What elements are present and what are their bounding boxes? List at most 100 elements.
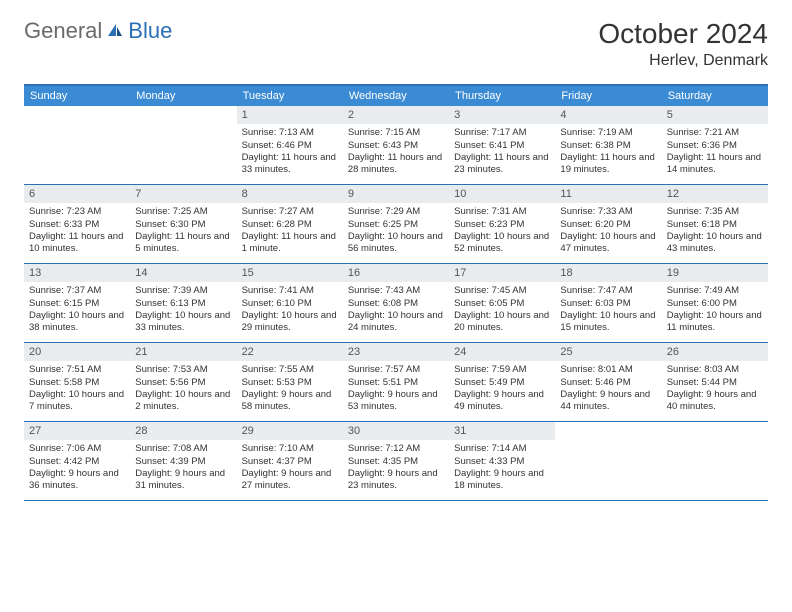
day-number: 27 bbox=[24, 422, 130, 440]
day-number: 16 bbox=[343, 264, 449, 282]
sunset-line: Sunset: 4:42 PM bbox=[29, 456, 125, 468]
sunrise-line: Sunrise: 7:12 AM bbox=[348, 443, 444, 455]
sunrise-line: Sunrise: 7:27 AM bbox=[242, 206, 338, 218]
daylight-line: Daylight: 9 hours and 27 minutes. bbox=[242, 468, 338, 493]
day-number: 20 bbox=[24, 343, 130, 361]
day-details: Sunrise: 7:47 AMSunset: 6:03 PMDaylight:… bbox=[560, 285, 656, 334]
day-details: Sunrise: 7:15 AMSunset: 6:43 PMDaylight:… bbox=[348, 127, 444, 176]
sunset-line: Sunset: 4:33 PM bbox=[454, 456, 550, 468]
sunrise-line: Sunrise: 7:33 AM bbox=[560, 206, 656, 218]
calendar-empty-cell bbox=[662, 422, 768, 500]
calendar-week-row: 27Sunrise: 7:06 AMSunset: 4:42 PMDayligh… bbox=[24, 422, 768, 501]
day-details: Sunrise: 7:31 AMSunset: 6:23 PMDaylight:… bbox=[454, 206, 550, 255]
calendar-day-cell: 17Sunrise: 7:45 AMSunset: 6:05 PMDayligh… bbox=[449, 264, 555, 342]
daylight-line: Daylight: 11 hours and 33 minutes. bbox=[242, 152, 338, 177]
day-number: 29 bbox=[237, 422, 343, 440]
day-details: Sunrise: 7:14 AMSunset: 4:33 PMDaylight:… bbox=[454, 443, 550, 492]
calendar-day-cell: 31Sunrise: 7:14 AMSunset: 4:33 PMDayligh… bbox=[449, 422, 555, 500]
day-number: 1 bbox=[237, 106, 343, 124]
calendar-day-cell: 29 Sunrise: 7:10 AMSunset: 4:37 PMDayligh… bbox=[237, 422, 343, 500]
daylight-line: Daylight: 9 hours and 18 minutes. bbox=[454, 468, 550, 493]
sunset-line: Sunset: 6:30 PM bbox=[135, 219, 231, 231]
sunrise-line: Sunrise: 7:10 AM bbox=[242, 443, 338, 455]
calendar-day-cell: 24 Sunrise: 7:59 AMSunset: 5:49 PMDayligh… bbox=[449, 343, 555, 421]
day-details: Sunrise: 7:51 AMSunset: 5:58 PMDaylight:… bbox=[29, 364, 125, 413]
daylight-line: Daylight: 11 hours and 19 minutes. bbox=[560, 152, 656, 177]
calendar-day-cell: 18 Sunrise: 7:47 AMSunset: 6:03 PMDayligh… bbox=[555, 264, 661, 342]
calendar-day-cell: 7Sunrise: 7:25 AMSunset: 6:30 PMDaylight… bbox=[130, 185, 236, 263]
day-number: 18 bbox=[555, 264, 661, 282]
day-number: 9 bbox=[343, 185, 449, 203]
day-details: Sunrise: 7:19 AMSunset: 6:38 PMDaylight:… bbox=[560, 127, 656, 176]
calendar-day-cell: 1Sunrise: 7:13 AMSunset: 6:46 PMDaylight… bbox=[237, 106, 343, 184]
sunset-line: Sunset: 6:28 PM bbox=[242, 219, 338, 231]
sunset-line: Sunset: 5:53 PM bbox=[242, 377, 338, 389]
logo-text-general: General bbox=[24, 18, 102, 44]
sunrise-line: Sunrise: 7:55 AM bbox=[242, 364, 338, 376]
day-number: 15 bbox=[237, 264, 343, 282]
calendar-day-cell: 16 Sunrise: 7:43 AMSunset: 6:08 PMDayligh… bbox=[343, 264, 449, 342]
day-number: 6 bbox=[24, 185, 130, 203]
sunrise-line: Sunrise: 7:47 AM bbox=[560, 285, 656, 297]
calendar-day-cell: 27 Sunrise: 7:06 AMSunset: 4:42 PMDayligh… bbox=[24, 422, 130, 500]
sunrise-line: Sunrise: 7:31 AM bbox=[454, 206, 550, 218]
title-block: October 2024 Herlev, Denmark bbox=[598, 18, 768, 70]
daylight-line: Daylight: 11 hours and 14 minutes. bbox=[667, 152, 763, 177]
day-details: Sunrise: 7:27 AMSunset: 6:28 PMDaylight:… bbox=[242, 206, 338, 255]
day-details: Sunrise: 7:12 AMSunset: 4:35 PMDaylight:… bbox=[348, 443, 444, 492]
day-details: Sunrise: 7:35 AMSunset: 6:18 PMDaylight:… bbox=[667, 206, 763, 255]
sunrise-line: Sunrise: 7:06 AM bbox=[29, 443, 125, 455]
daylight-line: Daylight: 11 hours and 10 minutes. bbox=[29, 231, 125, 256]
sunset-line: Sunset: 5:44 PM bbox=[667, 377, 763, 389]
daylight-line: Daylight: 9 hours and 31 minutes. bbox=[135, 468, 231, 493]
daylight-line: Daylight: 9 hours and 58 minutes. bbox=[242, 389, 338, 414]
sunset-line: Sunset: 4:37 PM bbox=[242, 456, 338, 468]
day-number: 2 bbox=[343, 106, 449, 124]
sunset-line: Sunset: 6:00 PM bbox=[667, 298, 763, 310]
day-number: 22 bbox=[237, 343, 343, 361]
calendar-day-cell: 21Sunrise: 7:53 AMSunset: 5:56 PMDayligh… bbox=[130, 343, 236, 421]
calendar-page: General Blue October 2024 Herlev, Denmar… bbox=[0, 0, 792, 519]
calendar-day-cell: 3 Sunrise: 7:17 AMSunset: 6:41 PMDaylight… bbox=[449, 106, 555, 184]
calendar-day-cell: 23Sunrise: 7:57 AMSunset: 5:51 PMDayligh… bbox=[343, 343, 449, 421]
sunrise-line: Sunrise: 8:01 AM bbox=[560, 364, 656, 376]
daylight-line: Daylight: 9 hours and 23 minutes. bbox=[348, 468, 444, 493]
day-details: Sunrise: 7:45 AMSunset: 6:05 PMDaylight:… bbox=[454, 285, 550, 334]
calendar-day-cell: 15Sunrise: 7:41 AMSunset: 6:10 PMDayligh… bbox=[237, 264, 343, 342]
sunset-line: Sunset: 5:51 PM bbox=[348, 377, 444, 389]
daylight-line: Daylight: 9 hours and 40 minutes. bbox=[667, 389, 763, 414]
daylight-line: Daylight: 11 hours and 23 minutes. bbox=[454, 152, 550, 177]
day-number: 3 bbox=[449, 106, 555, 124]
day-details: Sunrise: 7:17 AMSunset: 6:41 PMDaylight:… bbox=[454, 127, 550, 176]
day-number: 11 bbox=[555, 185, 661, 203]
calendar-day-cell: 4Sunrise: 7:19 AMSunset: 6:38 PMDaylight… bbox=[555, 106, 661, 184]
daylight-line: Daylight: 11 hours and 5 minutes. bbox=[135, 231, 231, 256]
sunset-line: Sunset: 6:08 PM bbox=[348, 298, 444, 310]
sunrise-line: Sunrise: 7:23 AM bbox=[29, 206, 125, 218]
daylight-line: Daylight: 10 hours and 2 minutes. bbox=[135, 389, 231, 414]
sunrise-line: Sunrise: 7:21 AM bbox=[667, 127, 763, 139]
day-number: 5 bbox=[662, 106, 768, 124]
day-number: 30 bbox=[343, 422, 449, 440]
sunset-line: Sunset: 4:39 PM bbox=[135, 456, 231, 468]
day-details: Sunrise: 7:06 AMSunset: 4:42 PMDaylight:… bbox=[29, 443, 125, 492]
day-details: Sunrise: 7:43 AMSunset: 6:08 PMDaylight:… bbox=[348, 285, 444, 334]
sunrise-line: Sunrise: 7:35 AM bbox=[667, 206, 763, 218]
sunset-line: Sunset: 6:18 PM bbox=[667, 219, 763, 231]
day-number: 24 bbox=[449, 343, 555, 361]
calendar-week-row: 1Sunrise: 7:13 AMSunset: 6:46 PMDaylight… bbox=[24, 106, 768, 185]
page-title: October 2024 bbox=[598, 18, 768, 50]
day-number: 28 bbox=[130, 422, 236, 440]
sunrise-line: Sunrise: 7:57 AM bbox=[348, 364, 444, 376]
sunset-line: Sunset: 5:56 PM bbox=[135, 377, 231, 389]
sunrise-line: Sunrise: 7:39 AM bbox=[135, 285, 231, 297]
sunset-line: Sunset: 6:05 PM bbox=[454, 298, 550, 310]
calendar-week-row: 6 Sunrise: 7:23 AMSunset: 6:33 PMDaylight… bbox=[24, 185, 768, 264]
daylight-line: Daylight: 10 hours and 43 minutes. bbox=[667, 231, 763, 256]
daylight-line: Daylight: 10 hours and 24 minutes. bbox=[348, 310, 444, 335]
day-details: Sunrise: 7:23 AMSunset: 6:33 PMDaylight:… bbox=[29, 206, 125, 255]
day-details: Sunrise: 7:59 AMSunset: 5:49 PMDaylight:… bbox=[454, 364, 550, 413]
daylight-line: Daylight: 9 hours and 36 minutes. bbox=[29, 468, 125, 493]
sunset-line: Sunset: 6:20 PM bbox=[560, 219, 656, 231]
day-number: 12 bbox=[662, 185, 768, 203]
